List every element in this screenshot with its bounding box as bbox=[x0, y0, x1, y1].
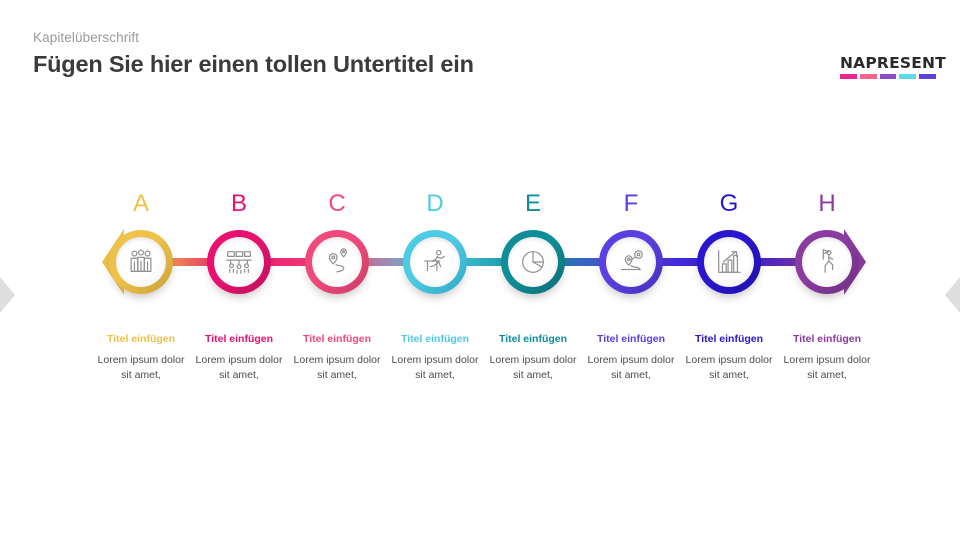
timeline-step-h[interactable]: H Titel einfügen Lorem ipsum dolor sit ame… bbox=[778, 190, 876, 450]
step-node[interactable] bbox=[288, 224, 434, 300]
group-people-icon bbox=[126, 247, 156, 277]
growth-bar-chart-icon bbox=[714, 247, 744, 277]
logo-bar-2 bbox=[859, 74, 877, 79]
step-body-text: Lorem ipsum dolor sit amet, bbox=[489, 354, 577, 381]
step-letter: G bbox=[719, 190, 739, 217]
step-letter: F bbox=[623, 190, 639, 217]
step-ring[interactable] bbox=[795, 230, 859, 294]
step-letter: D bbox=[426, 190, 444, 217]
timeline-step-c[interactable]: C Titel einfügen Lorem ipsum dolor sit ame… bbox=[288, 190, 434, 450]
step-letter: H bbox=[818, 190, 836, 217]
step-title: Titel einfügen bbox=[498, 333, 568, 345]
step-title: Titel einfügen bbox=[302, 333, 372, 345]
next-slide-arrow-icon[interactable] bbox=[945, 277, 960, 313]
step-connector bbox=[729, 258, 826, 266]
step-title: Titel einfügen bbox=[400, 333, 470, 345]
step-title: Titel einfügen bbox=[596, 333, 666, 345]
step-ring[interactable] bbox=[501, 230, 565, 294]
step-connector bbox=[435, 258, 532, 266]
logo-wordmark: NAPRESENT bbox=[840, 54, 946, 72]
logo-bar-4 bbox=[899, 74, 917, 79]
step-connector bbox=[631, 258, 728, 266]
step-body-text: Lorem ipsum dolor sit amet, bbox=[293, 354, 381, 381]
pie-chart-icon bbox=[518, 247, 548, 277]
step-node[interactable] bbox=[582, 224, 728, 300]
timeline-step-f[interactable]: F Titel einfügen Lorem ipsum dolor sit ame… bbox=[582, 190, 728, 450]
step-node[interactable] bbox=[778, 224, 876, 300]
step-node[interactable] bbox=[190, 224, 336, 300]
step-title: Titel einfügen bbox=[694, 333, 764, 345]
timeline-step-d[interactable]: D Titel einfügen Lorem ipsum dolor sit ame… bbox=[386, 190, 532, 450]
page-header: Kapitelüberschrift Fügen Sie hier einen … bbox=[33, 28, 474, 80]
step-node[interactable] bbox=[386, 224, 532, 300]
step-connector bbox=[533, 258, 630, 266]
step-ring[interactable] bbox=[109, 230, 173, 294]
step-body-text: Lorem ipsum dolor sit amet, bbox=[783, 354, 871, 381]
step-ring[interactable] bbox=[305, 230, 369, 294]
step-ring[interactable] bbox=[697, 230, 761, 294]
step-title: Titel einfügen bbox=[204, 333, 274, 345]
step-node[interactable] bbox=[680, 224, 826, 300]
process-timeline: A Titel einfügen Lorem ipsum dolor sit ame… bbox=[0, 190, 960, 450]
timeline-step-g[interactable]: G Titel einfügen Lorem ipsum dolor sit ame… bbox=[680, 190, 826, 450]
chapter-kicker: Kapitelüberschrift bbox=[33, 30, 140, 45]
step-body-text: Lorem ipsum dolor sit amet, bbox=[587, 354, 675, 381]
logo-bar-3 bbox=[879, 74, 897, 79]
step-ring[interactable] bbox=[599, 230, 663, 294]
step-ring[interactable] bbox=[403, 230, 467, 294]
step-letter: A bbox=[132, 190, 149, 217]
timeline-step-b[interactable]: B Titel einfügen Lorem ipsum dolor sit ame… bbox=[190, 190, 336, 450]
step-body-text: Lorem ipsum dolor sit amet, bbox=[195, 354, 283, 381]
step-ring[interactable] bbox=[207, 230, 271, 294]
brand-logo: NAPRESENT bbox=[840, 54, 946, 79]
map-route-pins-icon bbox=[322, 247, 352, 277]
step-body-text: Lorem ipsum dolor sit amet, bbox=[685, 354, 773, 381]
flag-climber-icon bbox=[812, 247, 842, 277]
meeting-table-icon bbox=[224, 247, 254, 277]
step-letter: B bbox=[230, 190, 247, 217]
timeline-step-e[interactable]: E Titel einfügen Lorem ipsum dolor sit ame… bbox=[484, 190, 630, 450]
target-pin-icon bbox=[616, 247, 646, 277]
timeline-step-a[interactable]: A Titel einfügen Lorem ipsum dolor sit ame… bbox=[92, 190, 238, 450]
step-title: Titel einfügen bbox=[792, 333, 862, 345]
step-connector bbox=[239, 258, 336, 266]
logo-bar-5 bbox=[919, 74, 936, 79]
timeline-steps: A Titel einfügen Lorem ipsum dolor sit ame… bbox=[92, 190, 872, 450]
step-body-text: Lorem ipsum dolor sit amet, bbox=[391, 354, 479, 381]
logo-color-bars bbox=[840, 74, 936, 79]
step-connector bbox=[337, 258, 434, 266]
hurdle-runner-icon bbox=[420, 247, 450, 277]
step-node[interactable] bbox=[92, 224, 238, 300]
step-letter: E bbox=[524, 190, 541, 217]
step-letter: C bbox=[328, 190, 346, 217]
step-connector bbox=[141, 258, 238, 266]
previous-slide-arrow-icon[interactable] bbox=[0, 277, 15, 313]
step-node[interactable] bbox=[484, 224, 630, 300]
step-body-text: Lorem ipsum dolor sit amet, bbox=[97, 354, 185, 381]
step-title: Titel einfügen bbox=[106, 333, 176, 345]
page-title: Fügen Sie hier einen tollen Untertitel e… bbox=[33, 51, 474, 77]
logo-bar-1 bbox=[840, 74, 857, 79]
